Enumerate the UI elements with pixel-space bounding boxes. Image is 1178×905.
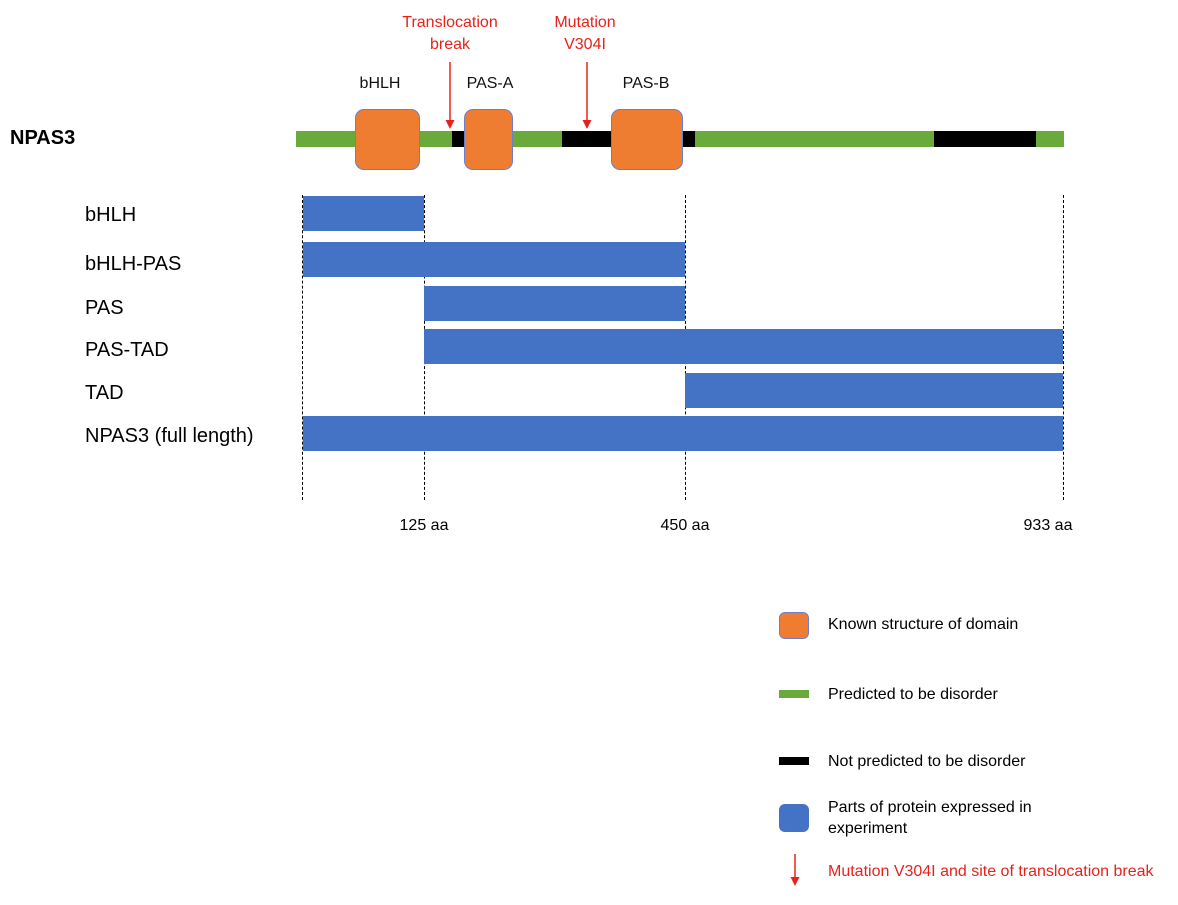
construct-label-bhlh-pas: bHLH-PAS [85, 253, 182, 275]
tick-label-125: 125 aa [399, 517, 449, 534]
legend-text-disorder: Predicted to be disorder [828, 686, 998, 703]
domain-box-pas-b [611, 109, 683, 170]
construct-bar-bhlh [303, 196, 424, 231]
construct-bar-pas [424, 286, 685, 321]
guide-line-start [302, 195, 303, 500]
tick-label-450: 450 aa [660, 517, 710, 534]
domain-label-bhlh: bHLH [359, 75, 401, 92]
legend-arrow-icon [790, 854, 800, 886]
construct-label-bhlh: bHLH [85, 204, 137, 226]
construct-label-pas: PAS [85, 297, 124, 319]
domain-box-bhlh [355, 109, 420, 170]
translocation-break-label: Translocation break [402, 14, 498, 53]
construct-bar-tad [685, 373, 1063, 408]
ordered-segment [452, 131, 466, 147]
construct-label-pas-tad: PAS-TAD [85, 339, 169, 361]
legend-swatch-expressed [779, 804, 809, 832]
disorder-segment [1036, 131, 1064, 147]
disorder-segment [695, 131, 934, 147]
domain-label-pas-a: PAS-A [466, 75, 514, 92]
construct-label-tad: TAD [85, 382, 124, 404]
domain-label-pas-b: PAS-B [622, 75, 670, 92]
construct-label-full-length: NPAS3 (full length) [85, 425, 254, 447]
legend-swatch-disorder [779, 690, 809, 698]
protein-name: NPAS3 [10, 127, 76, 149]
legend-text-domain: Known structure of domain [828, 616, 1019, 633]
tick-label-933: 933 aa [1023, 517, 1073, 534]
guide-line-933 [1063, 195, 1064, 500]
legend-swatch-domain [779, 612, 809, 639]
legend-text-mutation-site: Mutation V304I and site of translocation… [828, 863, 1154, 880]
legend-text-expressed: Parts of protein expressed in experiment [828, 799, 1032, 837]
translocation-arrow [445, 62, 455, 129]
mutation-v304i-label: Mutation V304I [554, 14, 616, 53]
legend-text-not-disorder: Not predicted to be disorder [828, 753, 1026, 770]
construct-bar-bhlh-pas [303, 242, 685, 277]
domain-box-pas-a [464, 109, 513, 170]
legend-swatch-not-disorder [779, 757, 809, 765]
mutation-arrow [582, 62, 592, 129]
ordered-segment [934, 131, 1036, 147]
construct-bar-npas3-full-length [303, 416, 1063, 451]
construct-bar-pas-tad [424, 329, 1063, 364]
